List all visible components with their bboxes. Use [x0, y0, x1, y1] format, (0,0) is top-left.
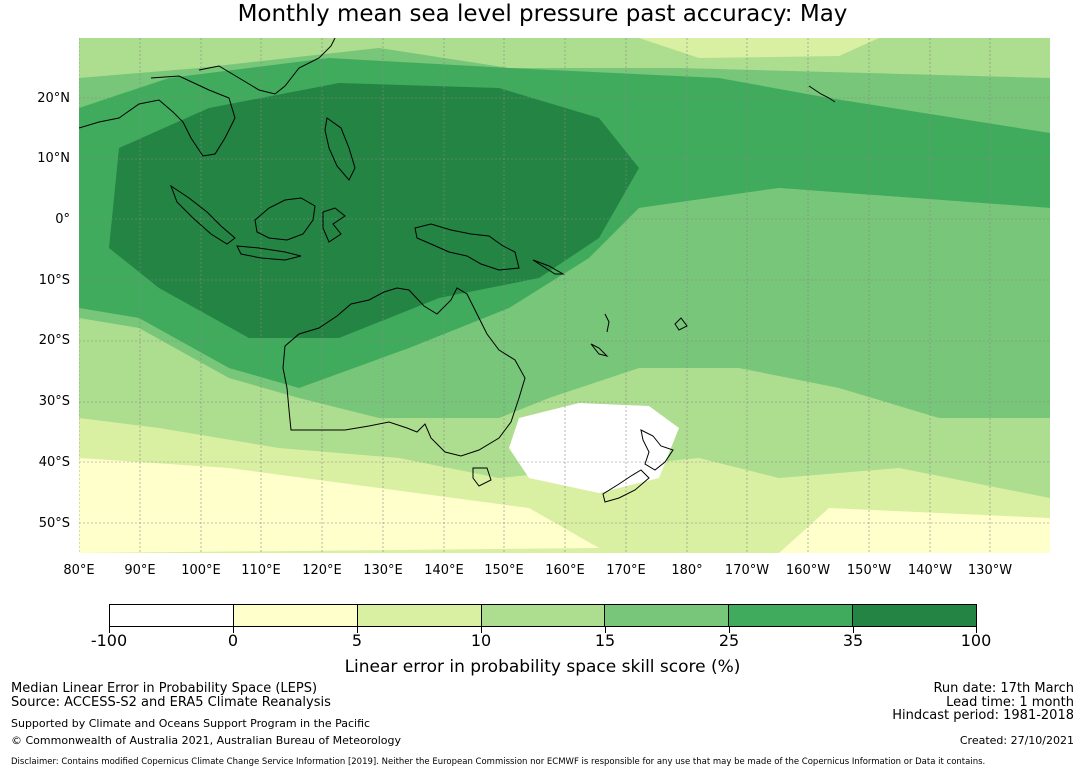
coast-java — [236, 245, 302, 261]
zone-negative-tasman — [509, 403, 679, 493]
lon-label: 150°E — [484, 563, 524, 578]
copyright-text: © Commonwealth of Australia 2021, Austra… — [11, 734, 401, 747]
chart-title: Monthly mean sea level pressure past acc… — [237, 1, 848, 27]
lon-label: 110°E — [241, 563, 281, 578]
colorbar-tick — [481, 627, 482, 633]
lon-label: 80°E — [63, 563, 95, 578]
lat-label: 40°S — [38, 455, 70, 470]
lon-label: 140°W — [907, 563, 953, 578]
lon-label: 140°E — [424, 563, 464, 578]
coast-solomons — [532, 259, 565, 275]
run-date-text: Run date: 17th March — [933, 681, 1074, 696]
coast-tasmania — [472, 467, 492, 487]
lon-label: 90°E — [124, 563, 156, 578]
colorbar-tick — [729, 627, 730, 633]
colorbar-tick-label: 35 — [842, 631, 864, 650]
coast-philippines — [324, 117, 356, 181]
colorbar-tick-label: 0 — [227, 631, 239, 650]
zone-cream-sw — [79, 458, 599, 553]
coast-sulawesi — [322, 207, 346, 243]
colorbar-label: Linear error in probability space skill … — [344, 657, 741, 677]
coast-sumatra — [169, 184, 236, 245]
colorbar-tick-label: 15 — [594, 631, 616, 650]
lat-label: 50°S — [38, 516, 70, 531]
coast-vanuatu — [604, 313, 610, 333]
lat-label: 20°N — [37, 91, 70, 106]
lon-label: 160°E — [545, 563, 585, 578]
coast-borneo — [254, 197, 316, 241]
colorbar — [109, 604, 977, 627]
hindcast-text: Hindcast period: 1981-2018 — [892, 708, 1074, 723]
colorbar-swatch — [729, 605, 854, 626]
zone-east-tropics — [589, 188, 1050, 368]
coast-new-guinea — [414, 223, 520, 271]
coast-china — [198, 38, 336, 95]
colorbar-tick-label: 25 — [718, 631, 740, 650]
colorbar-swatch — [110, 605, 234, 626]
lon-label: 100°E — [181, 563, 221, 578]
lon-label: 120°E — [302, 563, 342, 578]
support-text: Supported by Climate and Oceans Support … — [11, 717, 371, 730]
coast-new-caledonia — [590, 343, 609, 357]
coastlines — [79, 38, 836, 503]
lon-label: 180° — [671, 563, 703, 578]
coast-australia — [282, 287, 526, 457]
lon-label: 170°W — [724, 563, 770, 578]
colorbar-tick — [605, 627, 606, 633]
lon-label: 130°E — [363, 563, 403, 578]
colorbar-tick — [357, 627, 358, 633]
colorbar-tick-label: 5 — [351, 631, 363, 650]
colorbar-swatch — [233, 605, 358, 626]
source-text: Source: ACCESS-S2 and ERA5 Climate Reana… — [11, 695, 331, 710]
coast-new-zealand-south — [602, 469, 650, 503]
lon-label: 130°W — [967, 563, 1013, 578]
colorbar-swatch — [853, 605, 977, 626]
skill-map — [79, 38, 1050, 553]
colorbar-tick — [976, 627, 977, 633]
lon-label: 160°W — [785, 563, 831, 578]
created-text: Created: 27/10/2021 — [959, 734, 1074, 747]
colorbar-tick-label: 100 — [960, 631, 992, 650]
lat-label: 10°S — [38, 273, 70, 288]
colorbar-tick — [109, 627, 110, 633]
colorbar-swatch — [605, 605, 730, 626]
coast-fiji — [674, 317, 688, 331]
lead-time-text: Lead time: 1 month — [946, 695, 1074, 710]
colorbar-swatch — [481, 605, 606, 626]
graticule — [79, 38, 1050, 553]
lat-label: 20°S — [38, 333, 70, 348]
lat-label: 10°N — [37, 151, 70, 166]
colorbar-swatch — [357, 605, 482, 626]
colorbar-tick-label: -100 — [90, 631, 128, 650]
lon-label: 170°E — [606, 563, 646, 578]
zone-dark-core — [109, 83, 639, 338]
metric-text: Median Linear Error in Probability Space… — [11, 681, 318, 696]
zone-pale-north — [639, 38, 879, 58]
colorbar-tick-label: 10 — [470, 631, 492, 650]
colorbar-tick — [233, 627, 234, 633]
lat-label: 30°S — [38, 394, 70, 409]
lon-label: 150°W — [846, 563, 892, 578]
lat-label: 0° — [55, 212, 70, 227]
colorbar-tick — [853, 627, 854, 633]
coast-new-zealand-north — [640, 429, 674, 471]
coast-indochina — [79, 75, 236, 157]
disclaimer-text: Disclaimer: Contains modified Copernicus… — [11, 757, 986, 767]
zone-cream-se — [779, 508, 1050, 553]
coast-hawaii — [808, 85, 836, 103]
